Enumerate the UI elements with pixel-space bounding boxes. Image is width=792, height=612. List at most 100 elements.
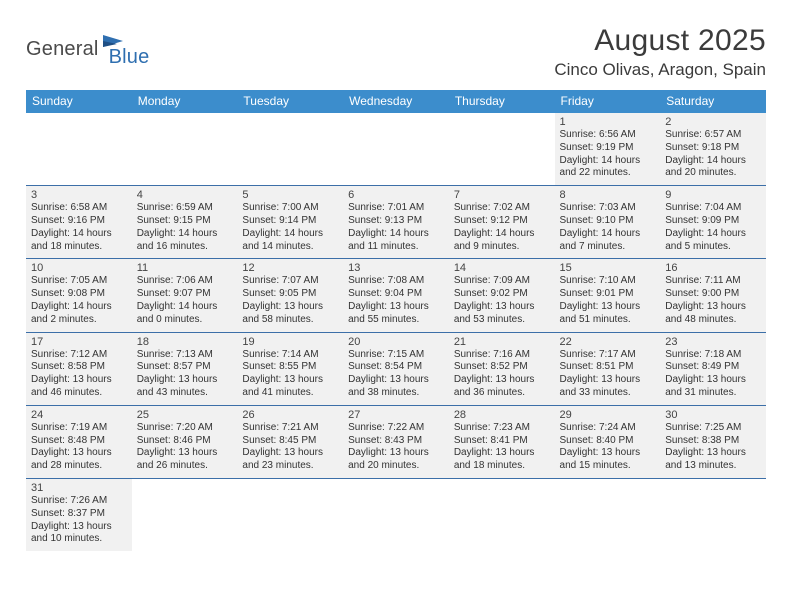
header: General Blue August 2025 Cinco Olivas, A… [26, 24, 766, 80]
logo: General Blue [26, 30, 149, 69]
day-details: Sunrise: 7:03 AMSunset: 9:10 PMDaylight:… [560, 202, 656, 253]
day-details: Sunrise: 7:11 AMSunset: 9:00 PMDaylight:… [665, 275, 761, 326]
day-header: Friday [555, 90, 661, 113]
day-header: Monday [132, 90, 238, 113]
calendar-cell: 8Sunrise: 7:03 AMSunset: 9:10 PMDaylight… [555, 186, 661, 259]
day-details: Sunrise: 7:18 AMSunset: 8:49 PMDaylight:… [665, 349, 761, 400]
day-details: Sunrise: 7:21 AMSunset: 8:45 PMDaylight:… [242, 422, 338, 473]
calendar-cell: 31Sunrise: 7:26 AMSunset: 8:37 PMDayligh… [26, 478, 132, 551]
day-number: 20 [348, 336, 444, 348]
day-details: Sunrise: 7:15 AMSunset: 8:54 PMDaylight:… [348, 349, 444, 400]
calendar-cell [343, 478, 449, 551]
day-details: Sunrise: 7:05 AMSunset: 9:08 PMDaylight:… [31, 275, 127, 326]
calendar-cell: 7Sunrise: 7:02 AMSunset: 9:12 PMDaylight… [449, 186, 555, 259]
calendar-week: 17Sunrise: 7:12 AMSunset: 8:58 PMDayligh… [26, 332, 766, 405]
calendar-cell [660, 478, 766, 551]
day-number: 25 [137, 409, 233, 421]
day-details: Sunrise: 7:06 AMSunset: 9:07 PMDaylight:… [137, 275, 233, 326]
calendar-week: 31Sunrise: 7:26 AMSunset: 8:37 PMDayligh… [26, 478, 766, 551]
day-header: Wednesday [343, 90, 449, 113]
day-details: Sunrise: 7:20 AMSunset: 8:46 PMDaylight:… [137, 422, 233, 473]
title-block: August 2025 Cinco Olivas, Aragon, Spain [554, 24, 766, 80]
calendar-week: 24Sunrise: 7:19 AMSunset: 8:48 PMDayligh… [26, 405, 766, 478]
calendar-cell: 1Sunrise: 6:56 AMSunset: 9:19 PMDaylight… [555, 113, 661, 186]
day-number: 1 [560, 116, 656, 128]
calendar-cell [132, 478, 238, 551]
calendar-cell: 25Sunrise: 7:20 AMSunset: 8:46 PMDayligh… [132, 405, 238, 478]
day-number: 5 [242, 189, 338, 201]
day-details: Sunrise: 7:13 AMSunset: 8:57 PMDaylight:… [137, 349, 233, 400]
day-details: Sunrise: 7:07 AMSunset: 9:05 PMDaylight:… [242, 275, 338, 326]
day-details: Sunrise: 7:17 AMSunset: 8:51 PMDaylight:… [560, 349, 656, 400]
calendar-cell: 30Sunrise: 7:25 AMSunset: 8:38 PMDayligh… [660, 405, 766, 478]
day-details: Sunrise: 7:22 AMSunset: 8:43 PMDaylight:… [348, 422, 444, 473]
day-number: 16 [665, 262, 761, 274]
day-number: 29 [560, 409, 656, 421]
day-details: Sunrise: 7:26 AMSunset: 8:37 PMDaylight:… [31, 495, 127, 546]
day-details: Sunrise: 7:24 AMSunset: 8:40 PMDaylight:… [560, 422, 656, 473]
calendar-cell: 19Sunrise: 7:14 AMSunset: 8:55 PMDayligh… [237, 332, 343, 405]
day-details: Sunrise: 7:04 AMSunset: 9:09 PMDaylight:… [665, 202, 761, 253]
calendar-cell: 23Sunrise: 7:18 AMSunset: 8:49 PMDayligh… [660, 332, 766, 405]
logo-text-blue: Blue [109, 46, 150, 69]
day-number: 21 [454, 336, 550, 348]
day-number: 31 [31, 482, 127, 494]
day-details: Sunrise: 7:01 AMSunset: 9:13 PMDaylight:… [348, 202, 444, 253]
calendar-cell: 15Sunrise: 7:10 AMSunset: 9:01 PMDayligh… [555, 259, 661, 332]
calendar-cell: 27Sunrise: 7:22 AMSunset: 8:43 PMDayligh… [343, 405, 449, 478]
day-number: 15 [560, 262, 656, 274]
day-number: 2 [665, 116, 761, 128]
calendar-week: 10Sunrise: 7:05 AMSunset: 9:08 PMDayligh… [26, 259, 766, 332]
location: Cinco Olivas, Aragon, Spain [554, 60, 766, 80]
day-header: Sunday [26, 90, 132, 113]
day-header: Thursday [449, 90, 555, 113]
day-number: 23 [665, 336, 761, 348]
day-details: Sunrise: 7:19 AMSunset: 8:48 PMDaylight:… [31, 422, 127, 473]
calendar-body: 1Sunrise: 6:56 AMSunset: 9:19 PMDaylight… [26, 113, 766, 551]
day-details: Sunrise: 7:08 AMSunset: 9:04 PMDaylight:… [348, 275, 444, 326]
calendar-cell: 20Sunrise: 7:15 AMSunset: 8:54 PMDayligh… [343, 332, 449, 405]
calendar-cell [237, 478, 343, 551]
day-number: 19 [242, 336, 338, 348]
day-details: Sunrise: 7:25 AMSunset: 8:38 PMDaylight:… [665, 422, 761, 473]
calendar-cell: 14Sunrise: 7:09 AMSunset: 9:02 PMDayligh… [449, 259, 555, 332]
day-details: Sunrise: 6:57 AMSunset: 9:18 PMDaylight:… [665, 129, 761, 180]
calendar-cell: 5Sunrise: 7:00 AMSunset: 9:14 PMDaylight… [237, 186, 343, 259]
calendar-cell [555, 478, 661, 551]
day-number: 30 [665, 409, 761, 421]
day-details: Sunrise: 7:14 AMSunset: 8:55 PMDaylight:… [242, 349, 338, 400]
calendar-cell [449, 113, 555, 186]
day-number: 8 [560, 189, 656, 201]
day-details: Sunrise: 7:12 AMSunset: 8:58 PMDaylight:… [31, 349, 127, 400]
calendar-cell [237, 113, 343, 186]
calendar-cell [132, 113, 238, 186]
day-details: Sunrise: 7:00 AMSunset: 9:14 PMDaylight:… [242, 202, 338, 253]
day-details: Sunrise: 6:59 AMSunset: 9:15 PMDaylight:… [137, 202, 233, 253]
calendar-cell: 24Sunrise: 7:19 AMSunset: 8:48 PMDayligh… [26, 405, 132, 478]
day-number: 10 [31, 262, 127, 274]
logo-text-general: General [26, 38, 99, 61]
calendar-week: 1Sunrise: 6:56 AMSunset: 9:19 PMDaylight… [26, 113, 766, 186]
calendar-cell: 18Sunrise: 7:13 AMSunset: 8:57 PMDayligh… [132, 332, 238, 405]
day-header: Tuesday [237, 90, 343, 113]
day-number: 4 [137, 189, 233, 201]
calendar-cell [26, 113, 132, 186]
calendar-table: SundayMondayTuesdayWednesdayThursdayFrid… [26, 90, 766, 551]
day-details: Sunrise: 7:16 AMSunset: 8:52 PMDaylight:… [454, 349, 550, 400]
calendar-cell [449, 478, 555, 551]
calendar-cell: 16Sunrise: 7:11 AMSunset: 9:00 PMDayligh… [660, 259, 766, 332]
day-header: Saturday [660, 90, 766, 113]
calendar-cell: 29Sunrise: 7:24 AMSunset: 8:40 PMDayligh… [555, 405, 661, 478]
day-number: 14 [454, 262, 550, 274]
calendar-cell: 2Sunrise: 6:57 AMSunset: 9:18 PMDaylight… [660, 113, 766, 186]
day-number: 7 [454, 189, 550, 201]
calendar-cell: 12Sunrise: 7:07 AMSunset: 9:05 PMDayligh… [237, 259, 343, 332]
day-number: 18 [137, 336, 233, 348]
calendar-cell: 6Sunrise: 7:01 AMSunset: 9:13 PMDaylight… [343, 186, 449, 259]
day-number: 24 [31, 409, 127, 421]
calendar-cell: 28Sunrise: 7:23 AMSunset: 8:41 PMDayligh… [449, 405, 555, 478]
calendar-cell: 4Sunrise: 6:59 AMSunset: 9:15 PMDaylight… [132, 186, 238, 259]
day-number: 13 [348, 262, 444, 274]
day-number: 6 [348, 189, 444, 201]
day-number: 12 [242, 262, 338, 274]
